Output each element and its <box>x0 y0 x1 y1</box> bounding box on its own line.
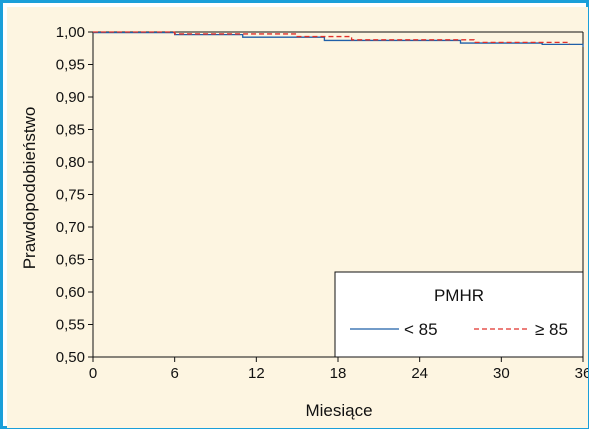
legend-label-ge85: ≥ 85 <box>535 320 568 339</box>
legend-label-lt85: < 85 <box>404 320 438 339</box>
y-tick-label: 0,65 <box>56 252 85 269</box>
y-tick-label: 0,85 <box>56 122 85 139</box>
survival-chart: 0,50 0,55 0,60 0,65 0,70 0,75 0,80 0,85 0,90 0,95… <box>20 24 588 420</box>
legend-title: PMHR <box>434 286 484 305</box>
y-tick-label: 0,50 <box>56 349 85 366</box>
series-line-lt85 <box>93 32 584 47</box>
y-tick-label: 0,95 <box>56 57 85 74</box>
y-tick-label: 0,80 <box>56 154 85 171</box>
series-layer <box>93 31 584 47</box>
y-tick-label: 0,55 <box>56 317 85 334</box>
y-axis-title: Prawdopodobieństwo <box>20 107 39 270</box>
y-tick-label: 0,60 <box>56 284 85 301</box>
x-tick-label: 0 <box>89 365 97 382</box>
x-axis-title: Miesiące <box>305 401 372 420</box>
y-tick-label: 0,75 <box>56 187 85 204</box>
legend-box <box>334 271 584 358</box>
x-tick-label: 36 <box>575 365 588 382</box>
y-tick-label: 1,00 <box>56 24 85 41</box>
x-tick-label: 18 <box>330 365 347 382</box>
x-tick-label: 12 <box>248 365 265 382</box>
series-line-ge85 <box>93 31 571 45</box>
y-tick-label: 0,70 <box>56 219 85 236</box>
axes-layer: 0,50 0,55 0,60 0,65 0,70 0,75 0,80 0,85 0,90 0,95… <box>56 24 588 382</box>
legend: PMHR < 85 ≥ 85 <box>334 271 584 358</box>
y-tick-label: 0,90 <box>56 89 85 106</box>
x-tick-label: 6 <box>170 365 178 382</box>
x-tick-label: 30 <box>493 365 510 382</box>
x-tick-label: 24 <box>411 365 428 382</box>
chart-panel: 0,50 0,55 0,60 0,65 0,70 0,75 0,80 0,85 0,90 0,95… <box>7 7 588 428</box>
